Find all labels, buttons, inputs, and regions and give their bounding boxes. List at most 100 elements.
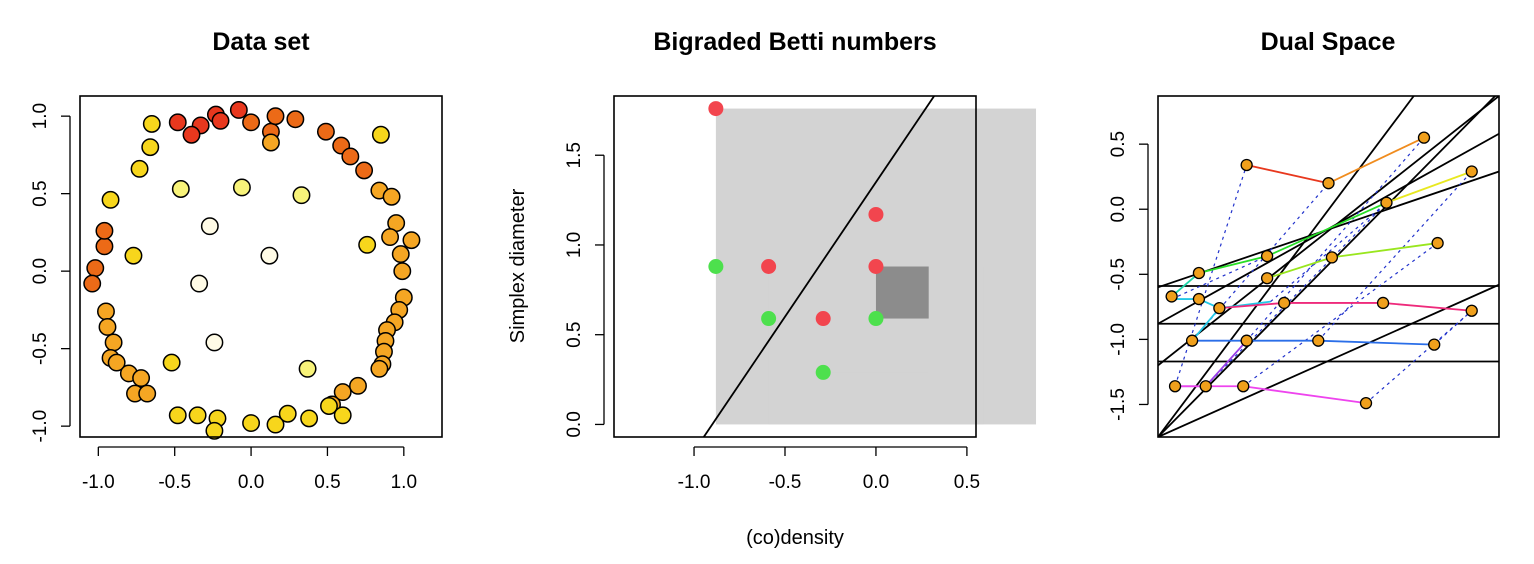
data-point [104, 333, 123, 352]
y-tick-label: 0.0 [30, 258, 51, 284]
x-tick-label: -1.0 [678, 472, 711, 493]
dual-point [1260, 272, 1274, 285]
panel-title-dual-space: Dual Space [1261, 28, 1396, 56]
data-point [229, 101, 248, 119]
dual-point [1199, 380, 1212, 393]
x-axis-label-codensity: (co)density [746, 527, 844, 549]
data-point [300, 409, 319, 428]
dual-point [1359, 397, 1373, 410]
betti-1-point [708, 101, 724, 117]
diagonal-line [702, 96, 936, 437]
colored-path [1328, 136, 1425, 185]
data-point [242, 113, 261, 132]
data-point [95, 237, 114, 256]
data-point [292, 186, 311, 205]
dual-point [1325, 251, 1339, 264]
dual-point [1165, 290, 1178, 303]
panel-dual-space: Dual Space -1.5 -1.0 -0.5 0.0 0.5 [1108, 28, 1500, 438]
data-point [86, 259, 105, 277]
data-point [371, 125, 390, 144]
betti-0-point [708, 259, 724, 274]
dual-point [1417, 131, 1431, 144]
data-point [333, 406, 352, 425]
betti-0-point [815, 364, 831, 380]
data-point [261, 133, 280, 152]
colored-path [1219, 302, 1472, 312]
panel-title-bigraded-betti: Bigraded Betti numbers [653, 28, 936, 56]
dotted-connector [1433, 310, 1473, 346]
data-point [95, 221, 114, 240]
dual-point [1428, 338, 1441, 351]
plot-frame-data-set [79, 95, 443, 438]
data-point [142, 114, 161, 133]
betti-1-point [868, 206, 884, 222]
data-point [278, 404, 297, 423]
colored-path [1246, 164, 1329, 185]
panel-title-data-set: Data set [212, 28, 310, 56]
data-point [205, 421, 224, 440]
dual-point [1240, 158, 1253, 172]
betti-0-point [868, 311, 884, 327]
data-point [402, 231, 421, 250]
colored-path [1175, 340, 1248, 388]
data-point [205, 333, 224, 352]
data-point [349, 376, 367, 395]
data-point [168, 113, 187, 132]
panel-bigraded-betti: Bigraded Betti numbers -1.0 -0.5 0.0 0.5 0.0… [507, 28, 1037, 549]
data-point [286, 110, 305, 129]
panel-data-set: Data set -1.0 -0.5 0.0 0.5 1.0 -1.0 -0.5 0.0 0.5… [30, 28, 443, 493]
data-point [188, 406, 207, 425]
data-point [266, 107, 285, 126]
betti-1-point [815, 311, 831, 327]
data-point [98, 318, 117, 336]
y-tick-label: 0.0 [564, 411, 585, 437]
data-point [298, 359, 317, 378]
plot-area-data-set: -1.0 -0.5 0.0 0.5 1.0 -1.0 -0.5 0.0 0.5 1.0 [30, 101, 421, 493]
betti-1-point [761, 259, 777, 274]
dual-line [1158, 96, 1499, 367]
data-point [141, 138, 160, 157]
y-tick-label: 0.5 [1108, 131, 1129, 157]
x-tick-label: 0.0 [863, 472, 889, 493]
data-point [190, 274, 209, 293]
data-point [171, 180, 190, 198]
dual-point [1465, 304, 1478, 317]
dotted-connector [1365, 310, 1473, 404]
dual-point [1431, 236, 1444, 250]
data-point [107, 353, 126, 372]
data-point [381, 228, 400, 247]
y-tick-label: 0.5 [30, 180, 51, 206]
y-tick-label: -1.0 [1108, 323, 1129, 356]
plot-area-dual-space: -1.5 -1.0 -0.5 0.0 0.5 [1108, 96, 1499, 437]
y-tick-label: 0.0 [1108, 196, 1129, 222]
y-tick-label: -0.5 [30, 332, 51, 365]
data-point [132, 369, 151, 388]
data-point [168, 406, 187, 425]
x-tick-label: 0.0 [238, 472, 264, 493]
y-tick-label: -0.5 [1108, 258, 1129, 291]
dual-point [1322, 177, 1335, 190]
data-point [97, 302, 115, 321]
data-point [393, 262, 412, 281]
y-tick-label: 1.5 [564, 142, 585, 168]
colored-path [1171, 298, 1271, 310]
data-point [341, 147, 360, 166]
data-point [370, 359, 389, 378]
data-point [260, 246, 279, 265]
y-tick-label: -1.5 [1108, 388, 1129, 421]
data-point [333, 383, 352, 401]
data-point [101, 190, 120, 209]
data-point [162, 353, 181, 372]
dual-point [1240, 334, 1253, 347]
data-point [316, 122, 335, 141]
data-point [266, 415, 285, 434]
data-point [138, 384, 157, 403]
y-tick-label: 0.5 [564, 321, 585, 347]
x-tick-label: -0.5 [158, 472, 191, 493]
y-tick-label: -1.0 [30, 410, 51, 443]
hilbert-region-dark [875, 266, 929, 319]
dual-point [1465, 165, 1478, 178]
data-point [130, 159, 149, 178]
plot-frame-bigraded-betti [613, 95, 977, 438]
